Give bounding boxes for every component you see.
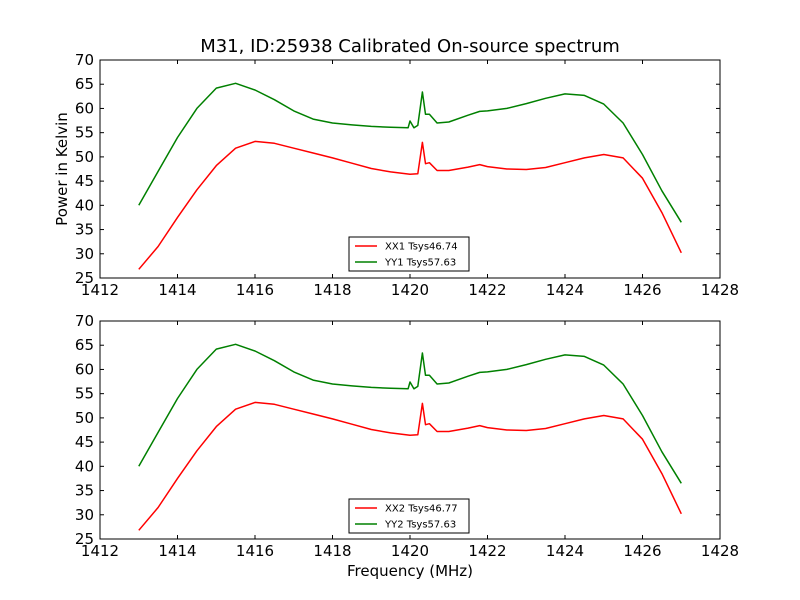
x-tick-label: 1416 [236, 542, 274, 560]
x-tick-label: 1426 [623, 281, 661, 299]
legend-box [348, 498, 470, 534]
x-tick-label: 1418 [313, 281, 351, 299]
legend: XX1 Tsys46.74 YY1 Tsys57.63 [348, 236, 470, 272]
y-tick-label: 55 [75, 385, 94, 403]
x-tick-label: 1414 [158, 281, 196, 299]
x-tick-label: 1412 [81, 542, 119, 560]
plot-panel-2: 1412 1414 1416 1418 1420 1422 1424 1426 1428 25 30… [75, 312, 739, 580]
x-tick-label: 1422 [468, 542, 506, 560]
y-tick-label: 45 [75, 172, 94, 190]
legend-box [348, 236, 470, 272]
y-tick-label: 50 [75, 409, 94, 427]
legend-label: YY2 Tsys57.63 [384, 520, 456, 531]
y-tick-label: 40 [75, 457, 94, 475]
y-tick-label: 70 [75, 312, 94, 330]
y-tick-label: 35 [75, 482, 94, 500]
y-tick-label: 25 [75, 530, 94, 548]
x-tick-label: 1426 [623, 542, 661, 560]
y-tick-label: 60 [75, 360, 94, 378]
x-tick-label: 1428 [701, 281, 739, 299]
chart-title: M31, ID:25938 Calibrated On-source spect… [200, 36, 620, 57]
y-tick-label: 65 [75, 336, 94, 354]
y-tick-label: 70 [75, 51, 94, 69]
x-tick-label: 1424 [546, 281, 584, 299]
x-tick-label: 1422 [468, 281, 506, 299]
x-tick-label: 1412 [81, 281, 119, 299]
x-tick-label: 1428 [701, 542, 739, 560]
y-tick-label: 60 [75, 99, 94, 117]
plot-panel-1: 1412 1414 1416 1418 1420 1422 1424 1426 1428 25 30… [53, 51, 739, 299]
x-tick-label: 1416 [236, 281, 274, 299]
legend-label: XX1 Tsys46.74 [385, 242, 458, 253]
y-tick-label: 30 [75, 506, 94, 524]
series-line-xx [138, 401, 682, 531]
x-tick-label: 1414 [158, 542, 196, 560]
x-tick-label: 1420 [391, 542, 429, 560]
legend-label: YY1 Tsys57.63 [384, 258, 456, 269]
y-tick-label: 25 [75, 269, 94, 287]
y-tick-label: 50 [75, 148, 94, 166]
series-line-yy [138, 343, 682, 484]
y-tick-label: 45 [75, 433, 94, 451]
x-tick-label: 1420 [391, 281, 429, 299]
y-tick-label: 30 [75, 245, 94, 263]
x-tick-label: 1424 [546, 542, 584, 560]
x-tick-label: 1418 [313, 542, 351, 560]
series-line-xx [138, 140, 682, 270]
y-tick-label: 65 [75, 75, 94, 93]
x-axis-label: Frequency (MHz) [347, 562, 473, 580]
y-axis-label: Power in Kelvin [53, 112, 71, 226]
legend-label: XX2 Tsys46.77 [385, 504, 458, 515]
y-tick-label: 55 [75, 124, 94, 142]
y-tick-label: 35 [75, 221, 94, 239]
y-tick-label: 40 [75, 196, 94, 214]
series-line-yy [138, 82, 682, 223]
legend: XX2 Tsys46.77 YY2 Tsys57.63 [348, 498, 470, 534]
